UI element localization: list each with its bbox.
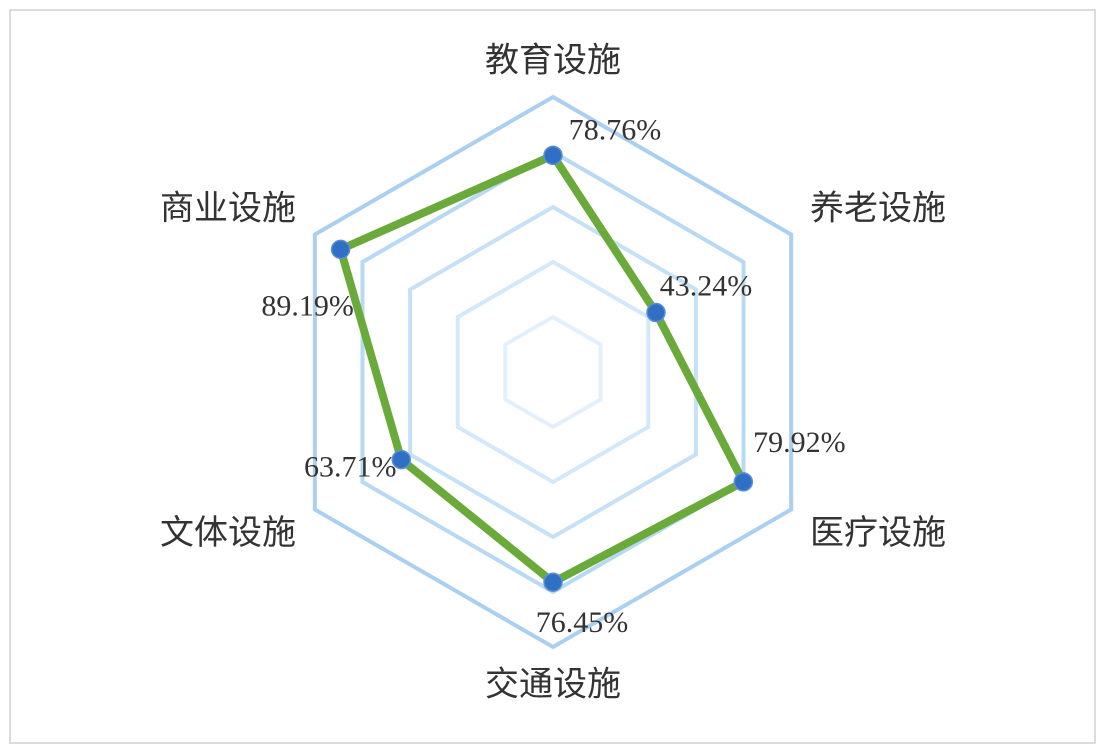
- data-point: [543, 145, 563, 166]
- value-label: 89.19%: [261, 289, 354, 322]
- category-label: 商业设施: [160, 188, 296, 228]
- grid-ring: [408, 204, 698, 540]
- value-label: 79.92%: [753, 426, 846, 459]
- data-point: [391, 449, 412, 470]
- series: [330, 145, 754, 592]
- category-label: 文体设施: [160, 513, 296, 553]
- grid-ring: [360, 149, 746, 595]
- category-label: 教育设施: [485, 41, 621, 81]
- category-label: 养老设施: [810, 188, 946, 228]
- grid-ring: [312, 94, 794, 650]
- value-label: 43.24%: [660, 269, 753, 302]
- frame: [9, 9, 1096, 744]
- category-label: 交通设施: [485, 665, 621, 705]
- data-point: [543, 572, 563, 592]
- data-point: [330, 239, 351, 260]
- value-label: 63.71%: [304, 450, 397, 483]
- value-label: 78.76%: [569, 113, 662, 146]
- grid-ring: [503, 314, 603, 430]
- value-label: 76.45%: [536, 606, 629, 639]
- data-point: [733, 472, 754, 492]
- data-point: [646, 302, 666, 323]
- category-label: 医疗设施: [810, 513, 946, 553]
